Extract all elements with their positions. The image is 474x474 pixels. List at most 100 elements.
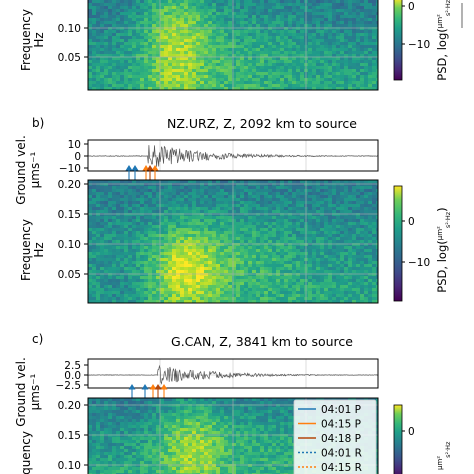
spectrogram-cell xyxy=(272,255,277,259)
spectrogram-cell xyxy=(344,180,349,184)
spectrogram-cell xyxy=(300,15,305,19)
spectrogram-cell xyxy=(128,36,133,40)
spectrogram-cell xyxy=(280,225,285,229)
spectrogram-cell xyxy=(244,234,249,238)
spectrogram-cell xyxy=(256,261,261,265)
spectrogram-cell xyxy=(312,288,317,292)
spectrogram-cell xyxy=(132,75,137,79)
spectrogram-cell xyxy=(256,87,261,90)
spectrogram-cell xyxy=(120,66,125,70)
spectrogram-cell xyxy=(296,9,301,13)
spectrogram-cell xyxy=(184,186,189,190)
spectrogram-cell xyxy=(176,81,181,85)
spectrogram-cell xyxy=(208,33,213,37)
spectrogram-cell xyxy=(284,84,289,88)
spectrogram-cell xyxy=(100,45,105,49)
spectrogram-cell xyxy=(104,192,109,196)
spectrogram-cell xyxy=(348,39,353,43)
spectrogram-cell xyxy=(236,258,241,262)
spectrogram-cell xyxy=(212,3,217,7)
spectrogram-cell xyxy=(216,243,221,247)
spectrogram-cell xyxy=(92,270,97,274)
spectrogram-cell xyxy=(152,192,157,196)
spectrogram-cell xyxy=(256,246,261,250)
spectrogram-cell xyxy=(120,282,125,286)
spectrogram-cell xyxy=(108,270,113,274)
spectrogram-cell xyxy=(100,240,105,244)
spectrogram-cell xyxy=(268,255,273,259)
spectrogram-cell xyxy=(360,51,365,55)
spectrogram-cell xyxy=(348,234,353,238)
spectrogram-cell xyxy=(100,81,105,85)
spectrogram-cell xyxy=(104,240,109,244)
spectrogram-cell xyxy=(344,12,349,16)
spectrogram-cell xyxy=(208,291,213,295)
spectrogram-cell xyxy=(172,270,177,274)
spectrogram-cell xyxy=(144,84,149,88)
spectrogram-cell xyxy=(168,225,173,229)
spectrogram-cell xyxy=(224,285,229,289)
spectrogram-cell xyxy=(364,3,369,7)
spectrogram-cell xyxy=(344,270,349,274)
spectrogram-cell xyxy=(172,6,177,10)
spectrogram-cell xyxy=(176,36,181,40)
spectrogram-cell xyxy=(188,36,193,40)
spectrogram-cell xyxy=(292,42,297,46)
spectrogram-cell xyxy=(312,246,317,250)
spectrogram-cell xyxy=(376,21,378,25)
spectrogram-cell xyxy=(284,249,289,253)
spectrogram-cell xyxy=(192,225,197,229)
spectrogram-cell xyxy=(332,234,337,238)
spectrogram-cell xyxy=(192,24,197,28)
spectrogram-cell xyxy=(212,288,217,292)
spectrogram-cell xyxy=(148,195,153,199)
spectrogram-cell xyxy=(356,81,361,85)
spectrogram-cell xyxy=(364,15,369,19)
spectrogram-cell xyxy=(184,39,189,43)
spectrogram-cell xyxy=(156,189,161,193)
spectrogram-cell xyxy=(244,75,249,79)
spectrogram-cell xyxy=(192,222,197,226)
spectrogram-cell xyxy=(280,285,285,289)
spectrogram-cell xyxy=(300,219,305,223)
spectrogram-cell xyxy=(376,60,378,64)
spectrogram-cell xyxy=(272,261,277,265)
spectrogram-cell xyxy=(208,189,213,193)
spectrogram-cell xyxy=(332,285,337,289)
spectrogram-cell xyxy=(208,252,213,256)
spectrogram-cell xyxy=(252,189,257,193)
spectrogram-cell xyxy=(308,189,313,193)
spectrogram-cell xyxy=(280,24,285,28)
spectrogram-cell xyxy=(172,249,177,253)
spectrogram-cell xyxy=(240,84,245,88)
spectrogram-cell xyxy=(108,45,113,49)
spectrogram-cell xyxy=(104,282,109,286)
spectrogram-cell xyxy=(148,33,153,37)
spectrogram-cell xyxy=(368,9,373,13)
spectrogram-cell xyxy=(284,201,289,205)
spectrogram-cell xyxy=(120,240,125,244)
spectrogram-cell xyxy=(288,282,293,286)
spectrogram-cell xyxy=(208,9,213,13)
spectrogram-cell xyxy=(232,216,237,220)
spectrogram-cell xyxy=(156,192,161,196)
spectrogram-cell xyxy=(192,21,197,25)
spectrogram-cell xyxy=(104,243,109,247)
spectrogram-cell xyxy=(332,21,337,25)
spectrogram-cell xyxy=(280,183,285,187)
spectrogram-cell xyxy=(88,57,93,61)
spectrogram-cell xyxy=(352,54,357,58)
spectrogram-cell xyxy=(192,282,197,286)
spectrogram-cell xyxy=(288,279,293,283)
spectrogram-cell xyxy=(232,36,237,40)
spectrogram-cell xyxy=(236,60,241,64)
spectrogram-cell xyxy=(120,255,125,259)
spectrogram-cell xyxy=(320,63,325,67)
spectrogram-cell xyxy=(92,42,97,46)
spectrogram-cell xyxy=(228,60,233,64)
spectrogram-cell xyxy=(300,252,305,256)
spectrogram-cell xyxy=(168,216,173,220)
spectrogram-cell xyxy=(140,246,145,250)
spectrogram-cell xyxy=(136,285,141,289)
spectrogram-cell xyxy=(156,216,161,220)
